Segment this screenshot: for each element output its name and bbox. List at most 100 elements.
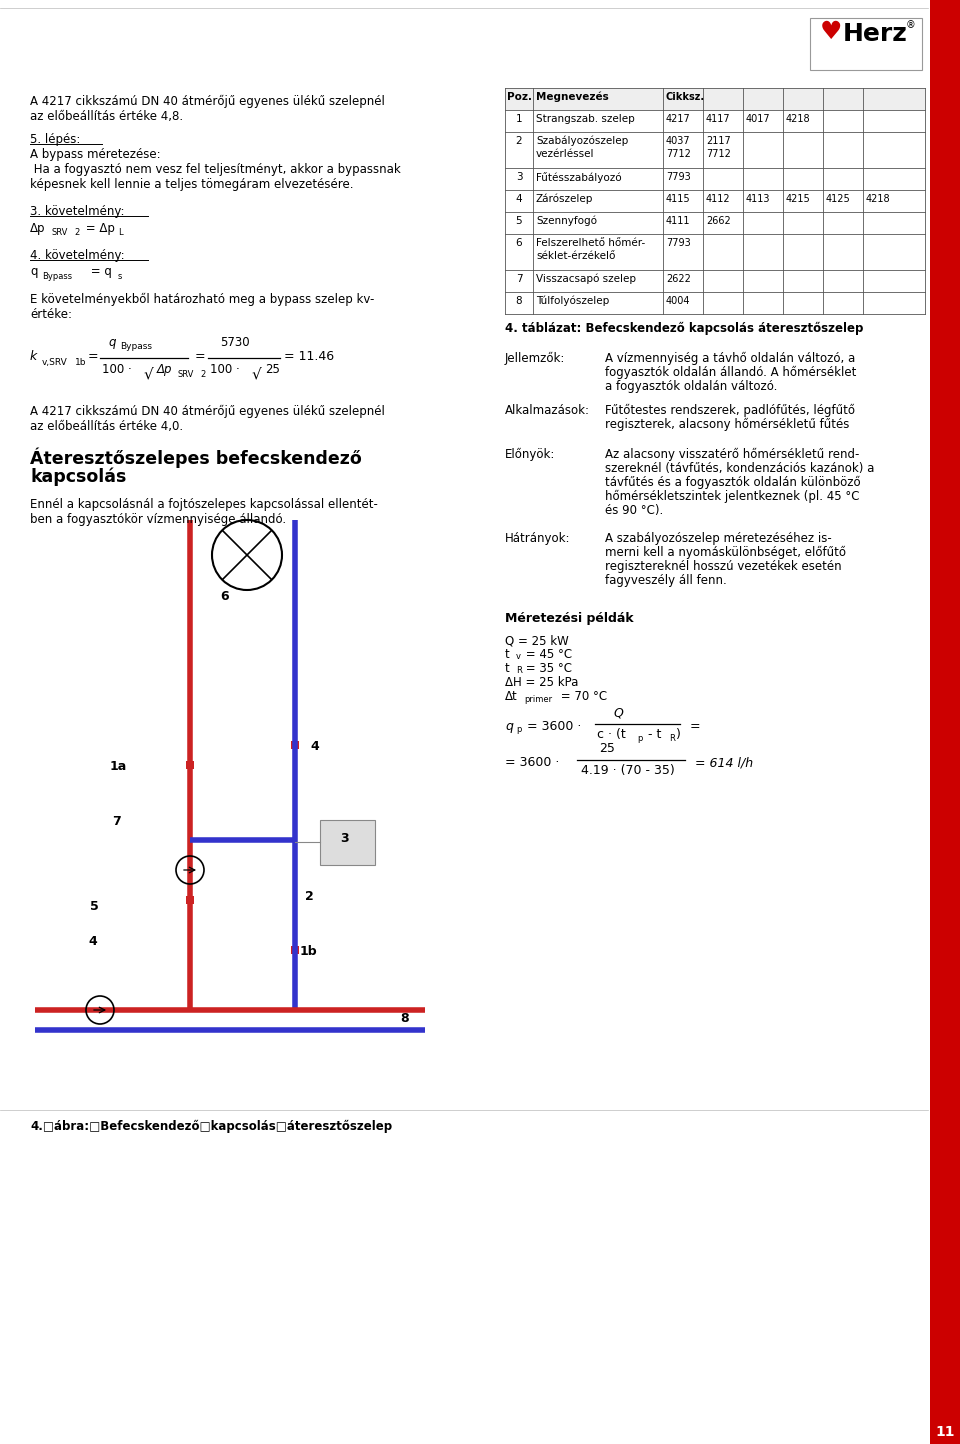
Text: Ha a fogyasztó nem vesz fel teljesítményt, akkor a bypassnak: Ha a fogyasztó nem vesz fel teljesítmény… bbox=[30, 163, 400, 176]
Text: 3. követelmény:: 3. követelmény: bbox=[30, 205, 125, 218]
Text: Poz.: Poz. bbox=[507, 92, 532, 103]
Text: 8: 8 bbox=[516, 296, 522, 306]
Text: 7793: 7793 bbox=[666, 172, 691, 182]
Text: 4: 4 bbox=[516, 193, 522, 204]
Text: 4111: 4111 bbox=[666, 217, 690, 227]
Text: kapcsolás: kapcsolás bbox=[30, 468, 127, 487]
Text: 8: 8 bbox=[400, 1012, 409, 1025]
Text: regisztereknél hosszú vezetékek esetén: regisztereknél hosszú vezetékek esetén bbox=[605, 560, 842, 573]
Bar bbox=[291, 741, 299, 749]
Text: A 4217 cikkszámú DN 40 átmérőjű egyenes ülékű szelepnél: A 4217 cikkszámú DN 40 átmérőjű egyenes … bbox=[30, 95, 385, 108]
Text: séklet-érzékelő: séklet-érzékelő bbox=[536, 251, 615, 261]
Text: Jellemzők:: Jellemzők: bbox=[505, 352, 565, 365]
Text: értéke:: értéke: bbox=[30, 308, 72, 321]
Text: 4218: 4218 bbox=[866, 193, 891, 204]
Text: 4117: 4117 bbox=[706, 114, 731, 124]
Text: ♥: ♥ bbox=[820, 20, 842, 43]
Text: Q = 25 kW: Q = 25 kW bbox=[505, 634, 568, 647]
Text: A bypass méretezése:: A bypass méretezése: bbox=[30, 147, 160, 160]
Text: 4215: 4215 bbox=[786, 193, 811, 204]
Text: ben a fogyasztókör vízmennyisége állandó.: ben a fogyasztókör vízmennyisége állandó… bbox=[30, 513, 286, 526]
Text: 25: 25 bbox=[599, 742, 614, 755]
Text: t: t bbox=[505, 648, 510, 661]
Text: ΔH = 25 kPa: ΔH = 25 kPa bbox=[505, 676, 578, 689]
Text: 4217: 4217 bbox=[666, 114, 691, 124]
Text: p: p bbox=[637, 734, 642, 744]
Text: Túlfolyószelep: Túlfolyószelep bbox=[536, 296, 610, 306]
Text: 2662: 2662 bbox=[706, 217, 731, 227]
Text: Áteresztőszelepes befecskendező: Áteresztőszelepes befecskendező bbox=[30, 448, 362, 468]
Text: Az alacsony visszatérő hőmérsékletű rend-: Az alacsony visszatérő hőmérsékletű rend… bbox=[605, 448, 859, 461]
Text: 5. lépés:: 5. lépés: bbox=[30, 133, 81, 146]
Text: 3: 3 bbox=[340, 832, 348, 845]
Text: fogyasztók oldalán állandó. A hőmérséklet: fogyasztók oldalán állandó. A hőmérsékle… bbox=[605, 365, 856, 380]
Text: 11: 11 bbox=[935, 1425, 955, 1440]
Text: távfűtés és a fogyasztók oldalán különböző: távfűtés és a fogyasztók oldalán különbö… bbox=[605, 477, 860, 490]
Text: 7: 7 bbox=[112, 814, 121, 827]
Text: Alkalmazások:: Alkalmazások: bbox=[505, 404, 590, 417]
Text: 5: 5 bbox=[90, 900, 99, 913]
Text: 4037: 4037 bbox=[666, 136, 690, 146]
Text: merni kell a nyomáskülönbséget, előfűtő: merni kell a nyomáskülönbséget, előfűtő bbox=[605, 546, 846, 559]
Bar bbox=[186, 761, 194, 770]
Text: SRV: SRV bbox=[52, 228, 68, 237]
Text: 7: 7 bbox=[516, 274, 522, 284]
Text: Δp: Δp bbox=[157, 362, 173, 375]
Text: hőmérsékletszintek jelentkeznek (pl. 45 °C: hőmérsékletszintek jelentkeznek (pl. 45 … bbox=[605, 490, 859, 503]
Text: 4218: 4218 bbox=[786, 114, 810, 124]
Text: 1: 1 bbox=[516, 114, 522, 124]
Text: az előbeállítás értéke 4,0.: az előbeállítás értéke 4,0. bbox=[30, 420, 183, 433]
Text: és 90 °C).: és 90 °C). bbox=[605, 504, 663, 517]
Text: k: k bbox=[30, 349, 37, 362]
Text: fagyveszély áll fenn.: fagyveszély áll fenn. bbox=[605, 575, 727, 588]
Text: 4112: 4112 bbox=[706, 193, 731, 204]
Text: 6: 6 bbox=[220, 591, 228, 604]
Text: = 614 l/h: = 614 l/h bbox=[695, 757, 754, 770]
Text: =: = bbox=[88, 349, 99, 362]
Text: 2117: 2117 bbox=[706, 136, 731, 146]
Text: R: R bbox=[516, 666, 522, 674]
Text: 2: 2 bbox=[200, 370, 205, 378]
Text: 4004: 4004 bbox=[666, 296, 690, 306]
Text: 6: 6 bbox=[516, 238, 522, 248]
Text: Q: Q bbox=[613, 706, 623, 719]
Text: 25: 25 bbox=[265, 362, 280, 375]
Text: 1b: 1b bbox=[75, 358, 86, 367]
Text: 7793: 7793 bbox=[666, 238, 691, 248]
Text: 4.□ábra:□Befecskendező□kapcsolás□áteresztőszelep: 4.□ábra:□Befecskendező□kapcsolás□áteresz… bbox=[30, 1121, 392, 1134]
Text: v: v bbox=[516, 653, 521, 661]
Text: 7712: 7712 bbox=[666, 149, 691, 159]
Text: = q: = q bbox=[87, 266, 112, 279]
Text: 4125: 4125 bbox=[826, 193, 851, 204]
Text: = 3600 ·: = 3600 · bbox=[505, 757, 560, 770]
Text: R: R bbox=[669, 734, 675, 744]
Bar bbox=[810, 17, 922, 69]
Text: = 70 °C: = 70 °C bbox=[557, 690, 607, 703]
Text: a fogyasztók oldalán változó.: a fogyasztók oldalán változó. bbox=[605, 380, 778, 393]
Text: = 11.46: = 11.46 bbox=[284, 349, 334, 362]
Text: 5730: 5730 bbox=[220, 336, 250, 349]
Text: t: t bbox=[505, 661, 510, 674]
Text: q: q bbox=[30, 266, 37, 279]
Text: primer: primer bbox=[524, 695, 552, 705]
Text: 2622: 2622 bbox=[666, 274, 691, 284]
Text: =: = bbox=[195, 349, 205, 362]
Text: 4: 4 bbox=[88, 936, 97, 949]
Text: 5: 5 bbox=[516, 217, 522, 227]
Text: Szennyfogó: Szennyfogó bbox=[536, 217, 597, 227]
Text: az előbeállítás értéke 4,8.: az előbeállítás értéke 4,8. bbox=[30, 110, 183, 123]
Text: képesnek kell lennie a teljes tömegáram elvezetésére.: képesnek kell lennie a teljes tömegáram … bbox=[30, 178, 353, 191]
Text: p: p bbox=[516, 725, 521, 734]
Text: q: q bbox=[505, 721, 513, 734]
Text: 4115: 4115 bbox=[666, 193, 690, 204]
Text: Fűtőtestes rendszerek, padlófűtés, légfűtő: Fűtőtestes rendszerek, padlófűtés, légfű… bbox=[605, 404, 855, 417]
Text: Méretezési példák: Méretezési példák bbox=[505, 612, 634, 625]
Bar bbox=[320, 820, 375, 865]
Text: 4: 4 bbox=[310, 739, 319, 752]
Text: - t: - t bbox=[644, 728, 661, 741]
Text: = 45 °C: = 45 °C bbox=[522, 648, 572, 661]
Text: √: √ bbox=[144, 365, 154, 381]
Text: A szabályozószelep méretezéséhez is-: A szabályozószelep méretezéséhez is- bbox=[605, 531, 831, 544]
Bar bbox=[930, 0, 960, 1444]
Text: E követelményekből határozható meg a bypass szelep kv-: E követelményekből határozható meg a byp… bbox=[30, 293, 374, 306]
